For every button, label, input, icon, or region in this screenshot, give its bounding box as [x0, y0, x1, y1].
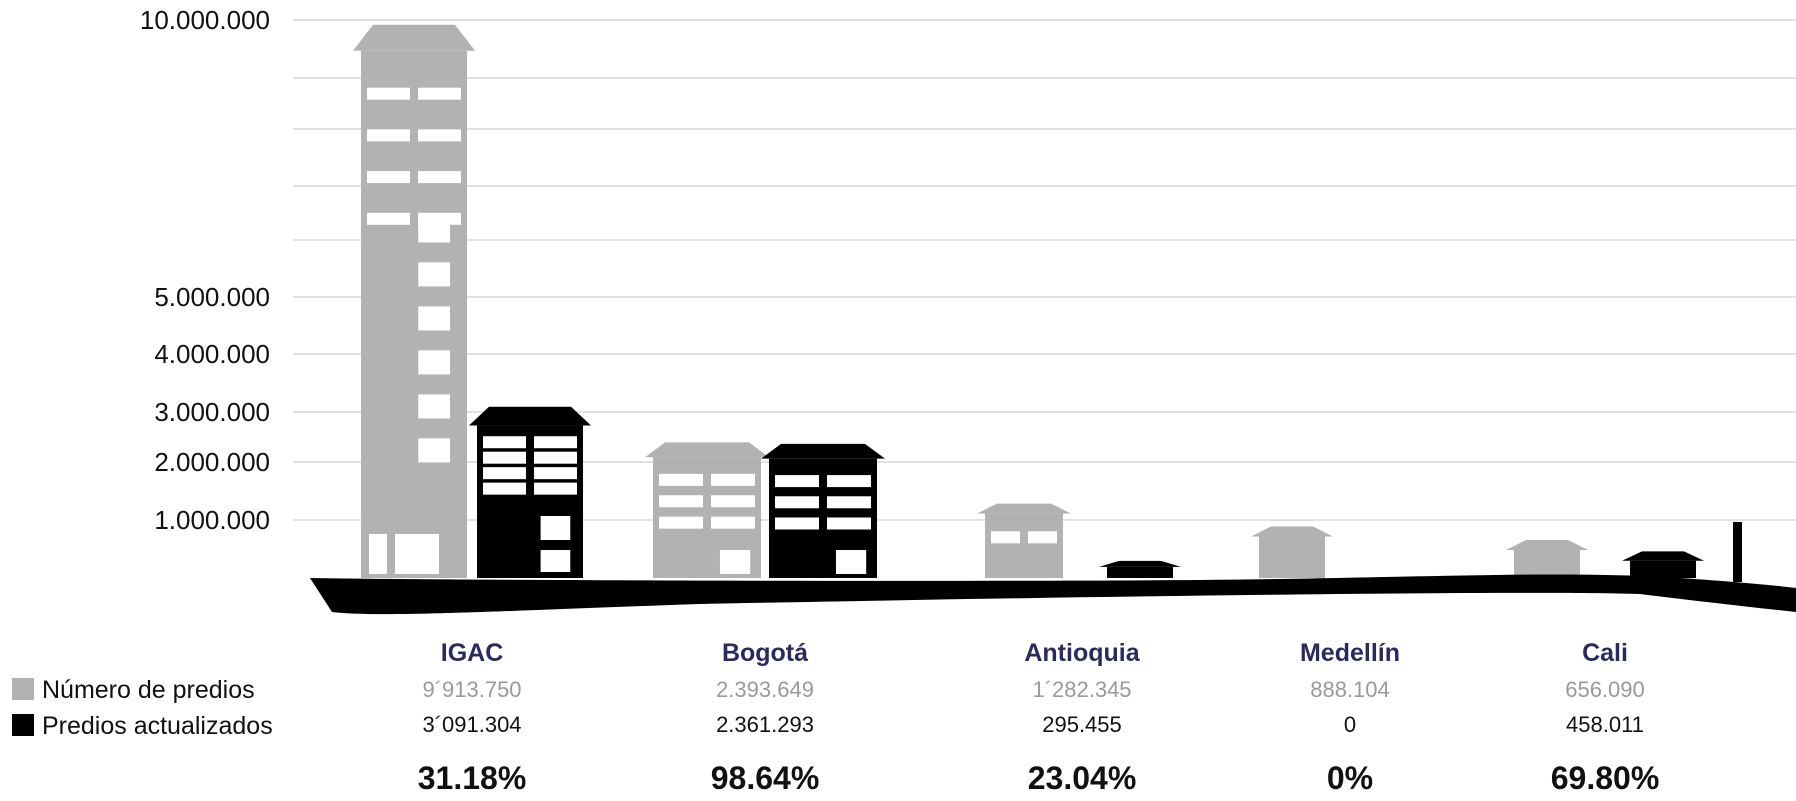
bar-window [1028, 531, 1057, 544]
category-group [1506, 539, 1704, 578]
bar-window [827, 496, 871, 509]
bar-roof [645, 442, 769, 458]
bar-window [659, 516, 703, 529]
y-tick-label: 4.000.000 [154, 339, 270, 369]
y-tick-label: 5.000.000 [154, 282, 270, 312]
bar-roof [1622, 551, 1704, 561]
bar-roof [353, 24, 475, 51]
total-value-label: 9´913.750 [422, 677, 521, 702]
category-label: Bogotá [722, 639, 808, 667]
bar-door [369, 534, 387, 574]
updated-value-label: 2.361.293 [716, 712, 814, 737]
category-group [353, 24, 591, 578]
bar-roof [1506, 539, 1588, 550]
bar-roof [977, 503, 1071, 514]
bar-window [483, 467, 526, 480]
bar-door [719, 550, 751, 574]
bar-roof [1099, 560, 1181, 567]
bar-window [775, 517, 819, 530]
total-value-label: 2.393.649 [716, 677, 814, 702]
category-group [977, 503, 1181, 578]
updated-value-label: 3´091.304 [422, 712, 521, 737]
category-label: Antioquia [1024, 639, 1140, 667]
percentage-label: 0% [1327, 760, 1373, 796]
updated-value-label: 295.455 [1042, 712, 1122, 737]
bar-window [991, 531, 1020, 544]
bar-window [418, 87, 461, 100]
category-labels: IGAC 9´913.750 3´091.304 31.18% Bogotá 2.393.… [418, 639, 1660, 796]
bar-window [534, 482, 577, 495]
percentage-label: 31.18% [418, 760, 527, 796]
bar-window [367, 171, 410, 184]
bar-roof [1251, 526, 1333, 537]
bar-window [540, 550, 571, 572]
category-label: Cali [1582, 639, 1628, 667]
bar-window [827, 475, 871, 488]
category-label: Medellín [1300, 639, 1400, 667]
bar-door [395, 534, 439, 574]
updated-value-label: 0 [1344, 712, 1356, 737]
bar-body [1630, 560, 1696, 578]
bar-window [418, 438, 451, 463]
y-axis: 1.000.000 2.000.000 3.000.000 4.000.000 5.00… [140, 5, 270, 535]
y-tick-label: 3.000.000 [154, 397, 270, 427]
bar-body [1259, 536, 1325, 578]
legend-label-updated: Predios actualizados [42, 712, 273, 740]
bar-window [711, 516, 755, 529]
bar-roof [469, 406, 591, 426]
bar-window [367, 129, 410, 142]
bar-window [659, 473, 703, 486]
bar-window [418, 262, 451, 287]
bar-window [367, 212, 410, 225]
bar-door [835, 550, 867, 574]
bar-body [1107, 566, 1173, 578]
legend-swatch-updated [12, 714, 34, 736]
bar-body [985, 513, 1063, 578]
total-value-label: 888.104 [1310, 677, 1390, 702]
marker-post [1733, 522, 1742, 582]
legend-label-total: Número de predios [42, 676, 255, 704]
bar-window [483, 482, 526, 495]
bar-window [534, 451, 577, 464]
ground [310, 574, 1796, 615]
bar-window [483, 436, 526, 449]
legend: Número de predios Predios actualizados [12, 676, 273, 740]
bar-window [534, 436, 577, 449]
y-tick-label: 10.000.000 [140, 5, 270, 35]
bar-roof [761, 443, 885, 459]
bar-window [659, 495, 703, 508]
bar-window [367, 87, 410, 100]
total-value-label: 656.090 [1565, 677, 1645, 702]
bar-window [418, 306, 451, 331]
bars [353, 24, 1742, 582]
bar-window [418, 129, 461, 142]
bar-window [418, 218, 451, 243]
bar-window [483, 451, 526, 464]
bar-window [711, 473, 755, 486]
category-group [1251, 526, 1333, 578]
bar-window [540, 516, 571, 540]
bar-window [711, 495, 755, 508]
y-tick-label: 2.000.000 [154, 447, 270, 477]
percentage-label: 98.64% [711, 760, 820, 796]
percentage-label: 69.80% [1551, 760, 1660, 796]
bar-window [534, 467, 577, 480]
percentage-label: 23.04% [1028, 760, 1137, 796]
bar-body [1514, 549, 1580, 578]
bar-window [775, 475, 819, 488]
bar-window [418, 171, 461, 184]
category-label: IGAC [441, 639, 504, 667]
category-group [645, 442, 885, 578]
bar-window [418, 394, 451, 419]
total-value-label: 1´282.345 [1032, 677, 1131, 702]
grid-lines [293, 19, 1796, 521]
bar-window [775, 496, 819, 509]
updated-value-label: 458.011 [1566, 712, 1644, 737]
bar-window [418, 350, 451, 375]
y-tick-label: 1.000.000 [154, 505, 270, 535]
bar-window [827, 517, 871, 530]
legend-swatch-total [12, 678, 34, 700]
